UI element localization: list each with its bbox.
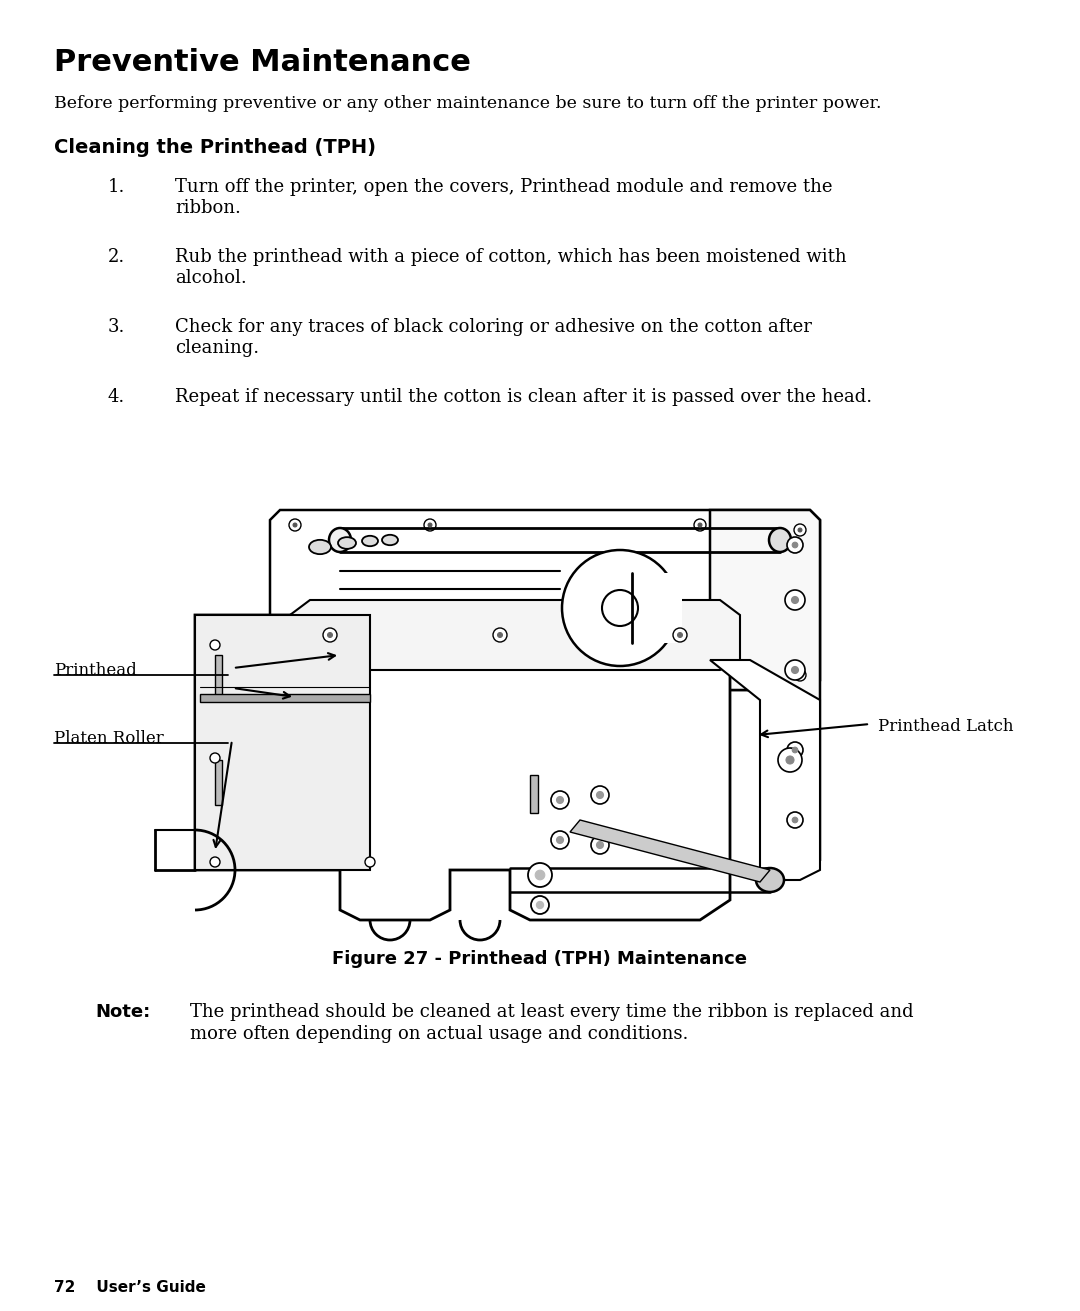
Polygon shape [710, 659, 820, 880]
Text: more often depending on actual usage and conditions.: more often depending on actual usage and… [190, 1025, 688, 1044]
Circle shape [694, 519, 706, 531]
Circle shape [785, 659, 805, 680]
Ellipse shape [382, 535, 399, 545]
Text: Printhead: Printhead [54, 662, 137, 679]
Circle shape [596, 842, 604, 848]
Circle shape [792, 666, 798, 674]
Circle shape [591, 787, 609, 804]
Ellipse shape [756, 868, 784, 891]
Text: The printhead should be cleaned at least every time the ribbon is replaced and: The printhead should be cleaned at least… [190, 1003, 914, 1021]
Circle shape [673, 628, 687, 642]
Circle shape [793, 747, 798, 753]
Circle shape [596, 792, 604, 798]
Circle shape [793, 543, 798, 548]
Circle shape [492, 628, 507, 642]
Ellipse shape [362, 536, 378, 547]
Circle shape [210, 753, 220, 763]
Circle shape [798, 673, 802, 676]
Polygon shape [291, 600, 740, 670]
Text: 3.: 3. [108, 319, 125, 336]
Circle shape [786, 756, 794, 764]
Circle shape [293, 523, 297, 527]
Text: Repeat if necessary until the cotton is clean after it is passed over the head.: Repeat if necessary until the cotton is … [175, 388, 873, 406]
Circle shape [424, 519, 436, 531]
Circle shape [794, 669, 806, 680]
Circle shape [536, 871, 544, 880]
Circle shape [289, 519, 301, 531]
Circle shape [289, 669, 301, 680]
Circle shape [210, 857, 220, 867]
Polygon shape [710, 510, 820, 871]
Text: Figure 27 - Printhead (TPH) Maintenance: Figure 27 - Printhead (TPH) Maintenance [333, 950, 747, 968]
Circle shape [556, 836, 564, 843]
Polygon shape [195, 615, 370, 871]
Circle shape [531, 895, 549, 914]
Circle shape [551, 831, 569, 850]
Circle shape [794, 524, 806, 536]
Text: Rub the printhead with a piece of cotton, which has been moistened with
alcohol.: Rub the printhead with a piece of cotton… [175, 248, 847, 287]
Circle shape [602, 590, 638, 625]
Bar [632, 573, 681, 642]
Polygon shape [270, 510, 820, 690]
Polygon shape [195, 615, 730, 920]
Text: Preventive Maintenance: Preventive Maintenance [54, 49, 471, 77]
Bar [530, 775, 538, 813]
Bar [215, 760, 222, 805]
Circle shape [562, 551, 678, 666]
Circle shape [428, 523, 432, 527]
Text: Turn off the printer, open the covers, Printhead module and remove the
ribbon.: Turn off the printer, open the covers, P… [175, 178, 833, 216]
Text: Note:: Note: [95, 1003, 150, 1021]
Text: Check for any traces of black coloring or adhesive on the cotton after
cleaning.: Check for any traces of black coloring o… [175, 319, 812, 357]
Ellipse shape [309, 540, 330, 555]
Circle shape [698, 523, 702, 527]
Text: Before performing preventive or any other maintenance be sure to turn off the pr: Before performing preventive or any othe… [54, 94, 881, 111]
Circle shape [210, 640, 220, 650]
Text: D: D [642, 600, 658, 617]
Text: Cleaning the Printhead (TPH): Cleaning the Printhead (TPH) [54, 138, 376, 157]
Text: 72    User’s Guide: 72 User’s Guide [54, 1280, 206, 1295]
Text: 1.: 1. [108, 178, 125, 197]
Circle shape [528, 863, 552, 888]
Circle shape [793, 817, 798, 823]
Bar [215, 656, 222, 700]
Circle shape [591, 836, 609, 853]
Text: 2.: 2. [108, 248, 125, 266]
Text: Platen Roller: Platen Roller [54, 730, 164, 747]
Text: Printhead Latch: Printhead Latch [878, 718, 1013, 735]
Circle shape [785, 590, 805, 610]
Circle shape [787, 742, 804, 758]
Ellipse shape [769, 528, 791, 552]
Circle shape [498, 632, 502, 637]
Circle shape [537, 902, 543, 909]
Circle shape [323, 628, 337, 642]
Text: 4.: 4. [108, 388, 125, 406]
Circle shape [787, 812, 804, 829]
Circle shape [778, 749, 802, 772]
Circle shape [327, 632, 333, 637]
Polygon shape [200, 694, 370, 701]
Circle shape [551, 791, 569, 809]
Polygon shape [570, 819, 770, 882]
Circle shape [293, 673, 297, 676]
Circle shape [792, 597, 798, 603]
Ellipse shape [338, 538, 356, 549]
Circle shape [677, 632, 683, 637]
Circle shape [556, 797, 564, 804]
Circle shape [798, 528, 802, 532]
Ellipse shape [329, 528, 351, 552]
Circle shape [787, 538, 804, 553]
Circle shape [365, 857, 375, 867]
